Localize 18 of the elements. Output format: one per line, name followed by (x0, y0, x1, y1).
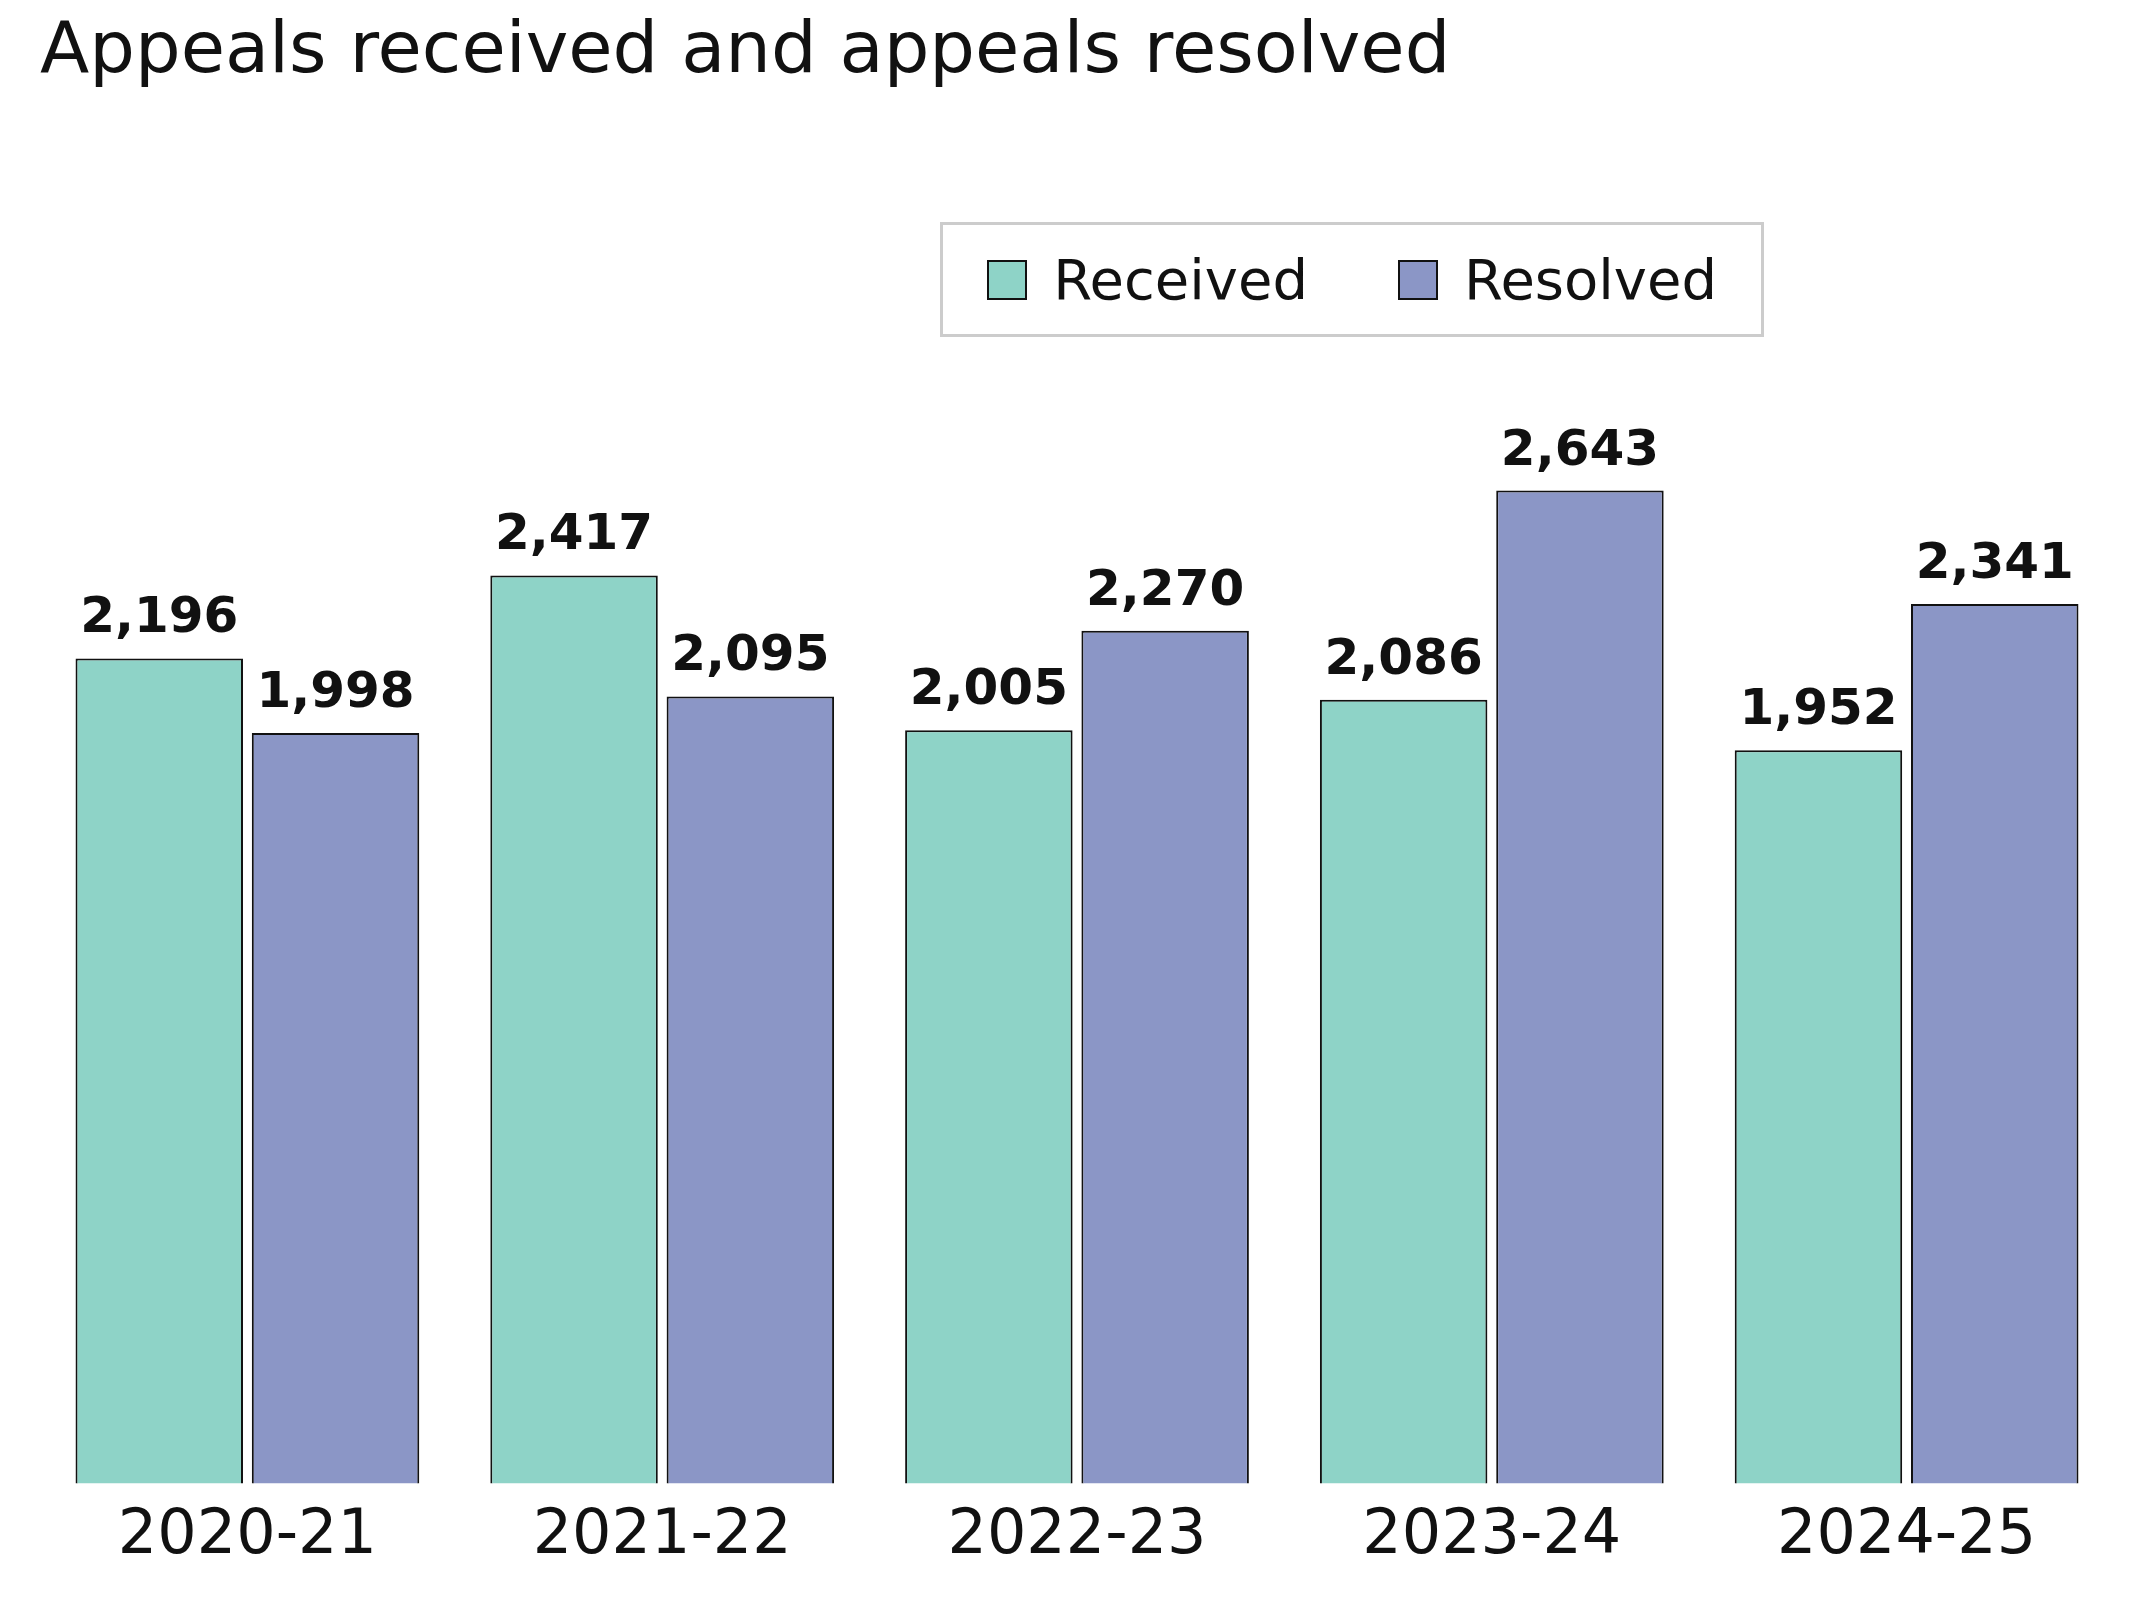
x-tick-label: 2020-21 (117, 1494, 377, 1568)
x-tick-label: 2021-22 (532, 1494, 792, 1568)
data-label: 2,643 (1500, 418, 1660, 477)
x-tick-label: 2022-23 (947, 1494, 1207, 1568)
data-label: 1,952 (1739, 678, 1898, 737)
data-label: 1,998 (256, 660, 415, 719)
data-label: 2,341 (1915, 531, 2074, 590)
chart-title: Appeals received and appeals resolved (40, 4, 1451, 89)
data-label: 2,086 (1324, 627, 1483, 686)
data-label: 2,095 (671, 624, 830, 683)
legend-label: Resolved (1464, 247, 1717, 312)
x-tick-label: 2023-24 (1362, 1494, 1622, 1568)
data-label: 2,270 (1086, 558, 1245, 617)
data-label: 2,005 (909, 658, 1068, 717)
legend-label: Received (1053, 247, 1309, 312)
data-label: 2,417 (494, 503, 654, 562)
x-tick-label: 2024-25 (1777, 1494, 2037, 1568)
data-label: 2,196 (80, 586, 239, 645)
